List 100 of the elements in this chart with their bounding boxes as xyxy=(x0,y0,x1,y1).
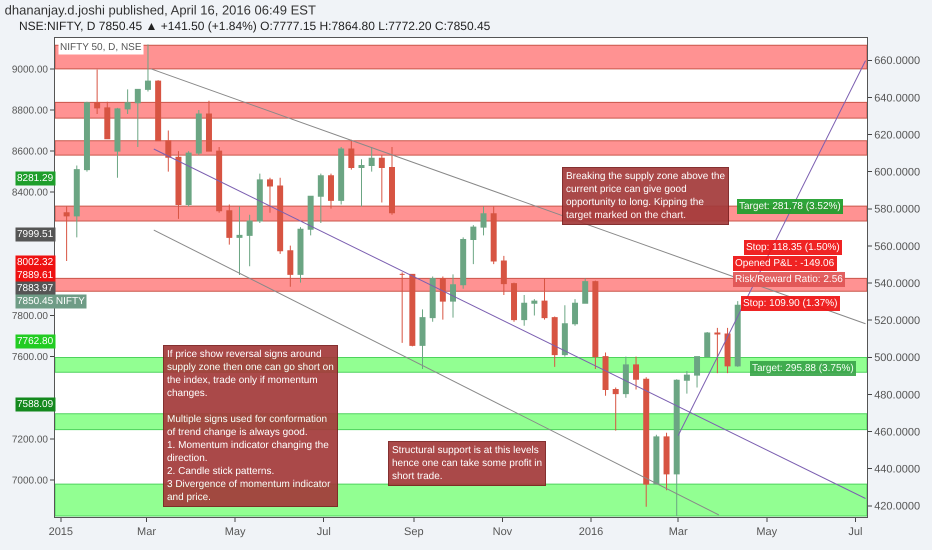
annotation: Structural support is at this levels hence one can take some profit in short trade. xyxy=(392,445,542,482)
candlestick xyxy=(420,308,426,370)
text: 7889.61 xyxy=(17,270,54,281)
x-tick-label: Nov xyxy=(492,526,513,538)
x-tick-label: Jul xyxy=(316,526,331,538)
x-tick-label: Jul xyxy=(848,526,862,538)
candlestick xyxy=(287,245,294,288)
candlestick xyxy=(724,327,731,374)
candlestick xyxy=(256,173,263,224)
candlestick xyxy=(409,274,416,347)
candlestick xyxy=(64,206,70,262)
y-tick-label: 7000.00 xyxy=(12,476,48,486)
y2-tick-label: 560.0000 xyxy=(874,240,920,253)
candlestick xyxy=(378,154,385,203)
candlestick xyxy=(114,107,120,178)
candlestick xyxy=(348,139,354,170)
candlestick xyxy=(572,298,578,326)
candlestick xyxy=(633,356,640,390)
y-tick-label: 9000.00 xyxy=(12,64,48,76)
candlestick xyxy=(562,304,568,358)
candlestick xyxy=(389,146,395,216)
y2-tick-label: 540.0000 xyxy=(874,278,920,290)
candlestick xyxy=(714,327,720,374)
text: If price show reversal signs around supply zone then one can go short on the index, trade only if momentum changes. Multiple signs used for conformation of trend change is always good. 1. Momentum indicator changing the direction. 2. Candle stick patterns. 3 Divergence of momentum indicator and price. xyxy=(167,349,334,503)
candlestick xyxy=(338,146,344,206)
annotation: Target: 295.88 (3.75%) xyxy=(752,363,854,374)
y-tick-label: 7200.00 xyxy=(12,434,48,446)
candlestick xyxy=(511,282,518,322)
candlestick xyxy=(592,280,598,370)
y-tick-label: 7800.00 xyxy=(12,311,48,322)
candlestick xyxy=(694,356,700,388)
candlestick xyxy=(430,276,436,322)
candlestick xyxy=(470,224,476,265)
candlestick xyxy=(653,434,660,485)
y2-tick-label: 620.0000 xyxy=(874,129,920,142)
candlestick xyxy=(704,331,710,358)
y2-tick-label: 460.0000 xyxy=(874,426,920,438)
candlestick xyxy=(74,164,80,238)
candlestick xyxy=(155,80,162,142)
candlestick xyxy=(266,177,273,214)
text: 7588.09 xyxy=(17,399,54,410)
candlestick xyxy=(450,274,456,318)
chart-title: dhananjay.d.joshi published, April 16, 2016 06:49 EST xyxy=(4,2,316,18)
annotation: Opened P&L : -149.06 xyxy=(735,258,835,269)
x-tick-label: 2015 xyxy=(48,526,74,538)
candlestick xyxy=(216,146,222,214)
candlestick xyxy=(440,276,446,320)
candlestick xyxy=(531,298,538,316)
candlestick xyxy=(226,204,232,246)
candlestick xyxy=(124,88,131,115)
annotation: Stop: 118.35 (1.50%) xyxy=(746,242,840,253)
y2-tick-label: 520.0000 xyxy=(874,315,920,328)
candlestick xyxy=(236,206,242,276)
annotation: NIFTY 50, D, NSE xyxy=(60,42,142,53)
text: 7999.51 xyxy=(17,229,54,240)
x-tick-label: Mar xyxy=(668,526,688,538)
candlestick xyxy=(622,356,629,398)
text: 8002.32 xyxy=(17,257,54,268)
y2-tick-label: 640.0000 xyxy=(874,92,920,104)
candlestick xyxy=(144,44,151,92)
candlestick xyxy=(134,88,141,148)
candlestick xyxy=(612,386,619,432)
candlestick xyxy=(308,196,314,236)
x-tick-label: Sep xyxy=(404,526,424,538)
text: 8281.29 xyxy=(17,173,54,184)
candlestick xyxy=(318,173,324,224)
text: 7883.97 xyxy=(17,283,54,294)
x-tick-label: Mar xyxy=(137,526,156,538)
text: 7762.80 xyxy=(17,336,54,347)
candlestick xyxy=(602,352,609,396)
candlestick xyxy=(552,316,558,368)
candlestick xyxy=(175,150,182,220)
chart-subtitle: NSE:NIFTY, D 7850.45 ▲ +141.50 (+1.84%) O:7777.15 H:7864.80 L:7772.20 C:7850.45 xyxy=(19,19,491,33)
y2-tick-label: 660.0000 xyxy=(874,55,920,68)
x-tick-label: 2016 xyxy=(578,526,604,538)
candlestick xyxy=(368,146,375,172)
candlestick xyxy=(521,294,528,326)
candlestick xyxy=(246,214,253,267)
candlestick xyxy=(582,278,588,304)
candlestick xyxy=(542,278,548,320)
y-tick-label: 8800.00 xyxy=(12,105,48,116)
candlestick xyxy=(643,376,650,508)
candlestick xyxy=(298,226,304,284)
x-tick-label: May xyxy=(224,526,246,538)
annotation: Breaking the supply zone above the current price can give good opportunity to long. Kipping the target marked on the chart. xyxy=(566,171,726,221)
y2-tick-label: 580.0000 xyxy=(874,204,920,216)
candlestick xyxy=(664,432,670,491)
candlestick xyxy=(490,206,497,265)
y2-tick-label: 500.0000 xyxy=(874,352,920,364)
y-tick-label: 7600.00 xyxy=(12,352,48,364)
annotation: Stop: 109.90 (1.37%) xyxy=(743,298,838,309)
annotation: Risk/Reward Ratio: 2.56 xyxy=(735,274,844,285)
candlestick xyxy=(684,370,690,394)
candlestick xyxy=(480,206,487,236)
candlestick xyxy=(328,173,334,210)
candlestick xyxy=(206,100,212,152)
candlestick xyxy=(358,158,364,208)
y2-tick-label: 600.0000 xyxy=(874,166,920,179)
candlestick xyxy=(734,300,741,368)
candlestick xyxy=(186,150,192,208)
